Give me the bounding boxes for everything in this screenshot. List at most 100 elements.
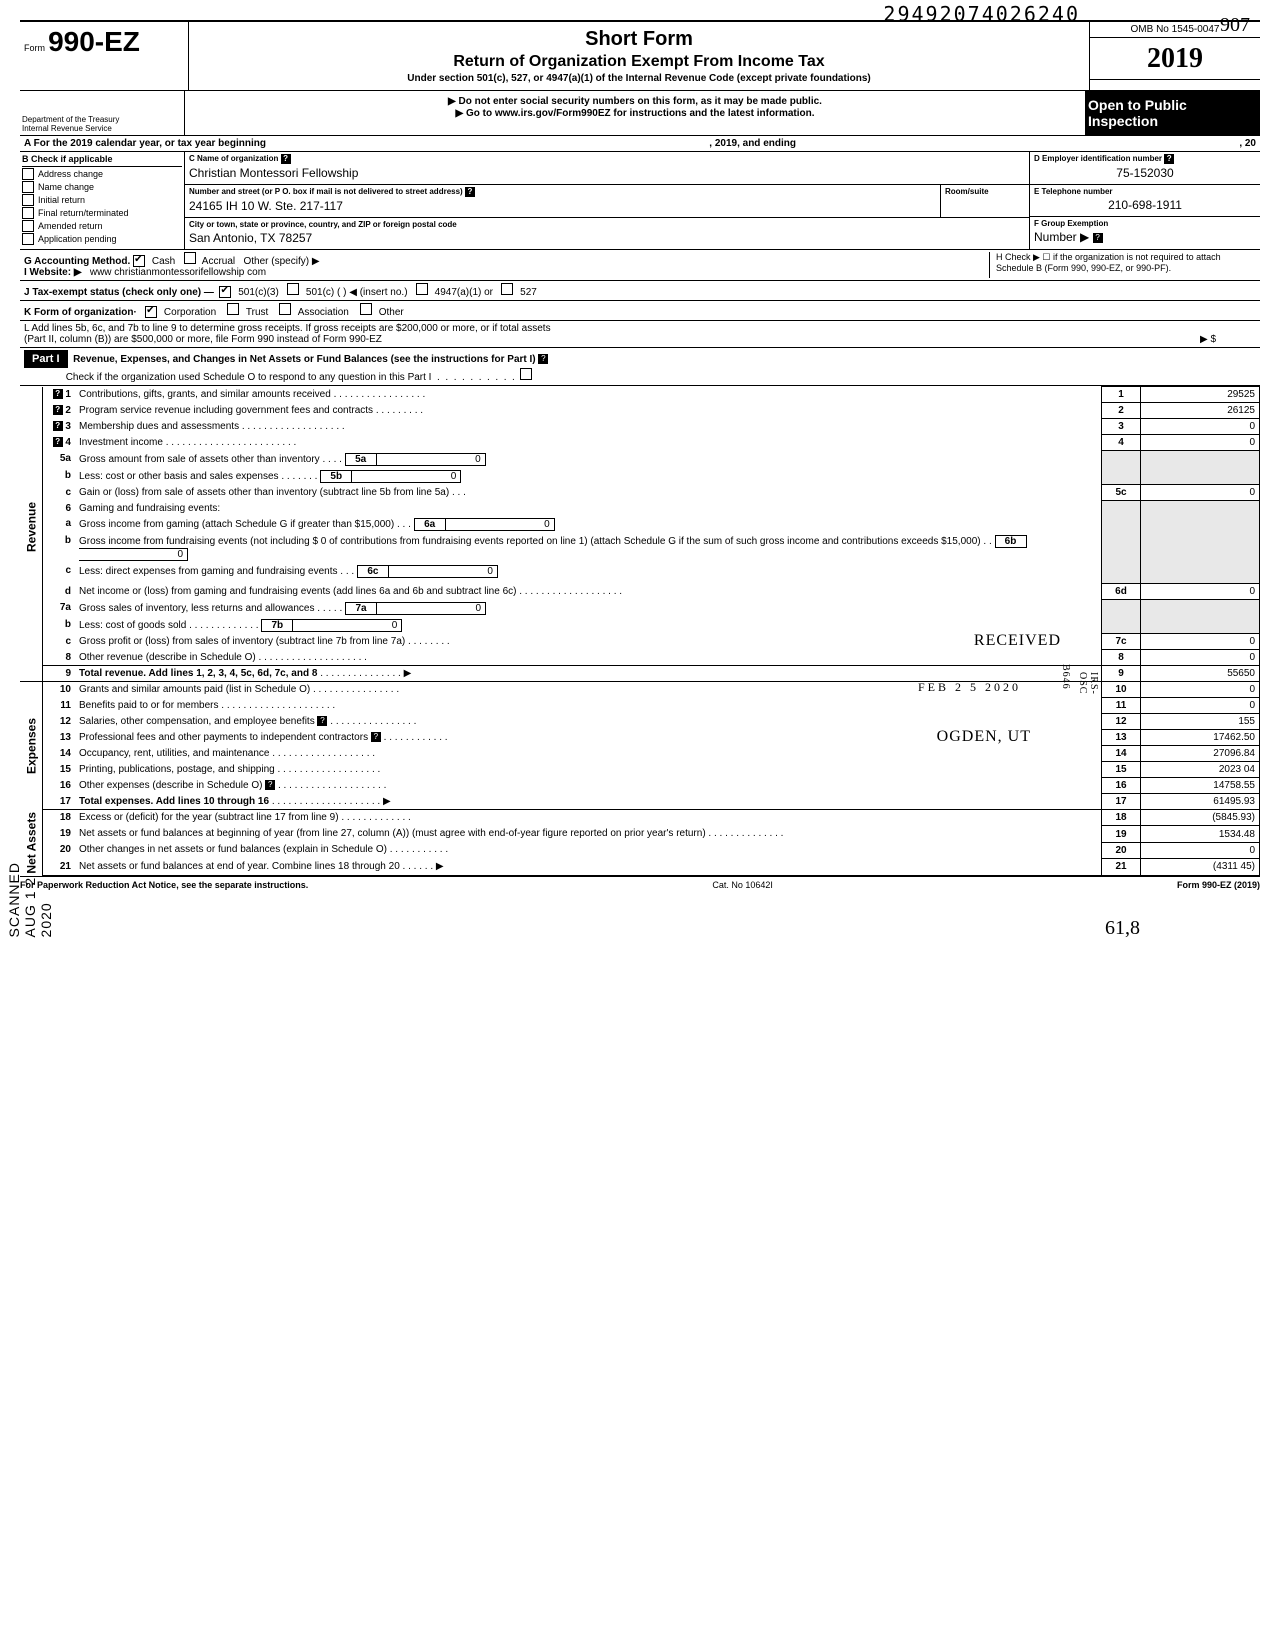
- tax-year: 2019: [1090, 38, 1260, 80]
- help-icon[interactable]: ?: [1164, 154, 1174, 164]
- val-7b: 0: [293, 619, 402, 632]
- instruction-links: ▶ Do not enter social security numbers o…: [185, 91, 1085, 135]
- col-d-e-f: D Employer identification number ? 75-15…: [1029, 152, 1260, 249]
- part1-badge: Part I: [24, 350, 68, 368]
- help-icon[interactable]: ?: [538, 354, 548, 364]
- chk-association[interactable]: [279, 303, 291, 315]
- help-icon[interactable]: ?: [281, 154, 291, 164]
- help-icon[interactable]: ?: [1093, 233, 1103, 243]
- section-b-through-f: B Check if applicable Address change Nam…: [20, 152, 1260, 250]
- open-public-badge: Open to Public Inspection: [1085, 91, 1260, 135]
- help-icon[interactable]: ?: [53, 405, 63, 415]
- stamp-date: FEB 2 5 2020: [918, 680, 1021, 695]
- org-street: 24165 IH 10 W. Ste. 217-117: [189, 197, 936, 215]
- val-17: 61495.93: [1141, 794, 1260, 810]
- row-a-calendar-year: A For the 2019 calendar year, or tax yea…: [20, 136, 1260, 152]
- website-value: www christianmontessorifellowship com: [90, 267, 266, 278]
- side-revenue: Revenue: [20, 387, 43, 666]
- row-l: L Add lines 5b, 6c, and 7b to line 9 to …: [20, 321, 1260, 348]
- val-3: 0: [1141, 419, 1260, 435]
- form-id-box: Form 990-EZ: [20, 22, 189, 90]
- org-name: Christian Montessori Fellowship: [189, 164, 1025, 182]
- help-icon[interactable]: ?: [53, 389, 63, 399]
- chk-schedule-o[interactable]: [520, 368, 532, 380]
- chk-final-return[interactable]: Final return/terminated: [22, 207, 182, 219]
- part1-header-row: Part I Revenue, Expenses, and Changes in…: [20, 348, 1260, 386]
- chk-accrual[interactable]: [184, 252, 196, 264]
- footer-row: For Paperwork Reduction Act Notice, see …: [20, 876, 1260, 890]
- col-b-checkboxes: B Check if applicable Address change Nam…: [20, 152, 185, 249]
- help-icon[interactable]: ?: [371, 732, 381, 742]
- chk-other[interactable]: [360, 303, 372, 315]
- part1-table: Revenue ? 1 Contributions, gifts, grants…: [20, 386, 1260, 876]
- box-1: 1: [1102, 387, 1141, 403]
- short-form-title: Short Form: [197, 28, 1081, 51]
- val-14: 27096.84: [1141, 746, 1260, 762]
- chk-address-change[interactable]: Address change: [22, 168, 182, 180]
- top-barcode-number: 29492074026240: [883, 2, 1080, 26]
- chk-501c3[interactable]: [219, 286, 231, 298]
- val-6b: 0: [79, 548, 188, 561]
- val-10: 0: [1141, 682, 1260, 698]
- val-16: 14758.55: [1141, 778, 1260, 794]
- chk-corporation[interactable]: [145, 306, 157, 318]
- val-6a: 0: [446, 518, 555, 531]
- row-j: J Tax-exempt status (check only one) — 5…: [20, 281, 1260, 301]
- chk-initial-return[interactable]: Initial return: [22, 194, 182, 206]
- val-11: 0: [1141, 698, 1260, 714]
- col-c-org-info: C Name of organization ? Christian Monte…: [185, 152, 1029, 249]
- dept-row: Department of the Treasury Internal Reve…: [20, 91, 1260, 136]
- org-city: San Antonio, TX 78257: [189, 229, 1025, 247]
- val-4: 0: [1141, 435, 1260, 451]
- val-5c: 0: [1141, 485, 1260, 501]
- chk-501c[interactable]: [287, 283, 299, 295]
- val-12: 155: [1141, 714, 1260, 730]
- paperwork-notice: For Paperwork Reduction Act Notice, see …: [20, 880, 308, 890]
- form-number: 990-EZ: [48, 26, 140, 57]
- stamp-irs-osc: IRS-OSC: [1077, 672, 1099, 698]
- val-9: 55650: [1141, 666, 1260, 682]
- form-prefix: Form: [24, 43, 45, 53]
- val-5b: 0: [352, 470, 461, 483]
- chk-4947[interactable]: [416, 283, 428, 295]
- title-box: Short Form Return of Organization Exempt…: [189, 22, 1089, 90]
- chk-trust[interactable]: [227, 303, 239, 315]
- val-20: 0: [1141, 842, 1260, 858]
- hand-initials: 907: [1220, 14, 1250, 37]
- val-18: (5845.93): [1141, 810, 1260, 826]
- chk-name-change[interactable]: Name change: [22, 181, 182, 193]
- stamp-received: RECEIVED: [974, 632, 1061, 650]
- val-2: 26125: [1141, 403, 1260, 419]
- help-icon[interactable]: ?: [465, 187, 475, 197]
- subtitle-section: Under section 501(c), 527, or 4947(a)(1)…: [197, 73, 1081, 84]
- val-1: 29525: [1141, 387, 1260, 403]
- chk-527[interactable]: [501, 283, 513, 295]
- help-icon[interactable]: ?: [53, 437, 63, 447]
- row-k: K Form of organization· Corporation Trus…: [20, 301, 1260, 321]
- hand-bottom: 61,8: [1105, 917, 1140, 940]
- chk-cash[interactable]: [133, 255, 145, 267]
- val-8: 0: [1141, 650, 1260, 666]
- row-g-i-h: G Accounting Method. Cash Accrual Other …: [20, 250, 1260, 281]
- ein-value: 75-152030: [1034, 164, 1256, 182]
- side-expenses: Expenses: [20, 682, 43, 810]
- val-21: (4311 45): [1141, 859, 1260, 875]
- help-icon[interactable]: ?: [317, 716, 327, 726]
- chk-application-pending[interactable]: Application pending: [22, 233, 182, 245]
- header-row: Form 990-EZ Short Form Return of Organiz…: [20, 22, 1260, 91]
- help-icon[interactable]: ?: [265, 780, 275, 790]
- val-6c: 0: [389, 565, 498, 578]
- val-13: 17462.50: [1141, 730, 1260, 746]
- help-icon[interactable]: ?: [53, 421, 63, 431]
- val-5a: 0: [377, 453, 486, 466]
- scanned-stamp: SCANNED AUG 1 2 2020: [6, 862, 54, 937]
- form-ref: Form 990-EZ (2019): [1177, 880, 1260, 890]
- row-h: H Check ▶ ☐ if the organization is not r…: [989, 252, 1256, 278]
- val-7a: 0: [377, 602, 486, 615]
- dept-treasury: Department of the Treasury Internal Reve…: [20, 91, 185, 135]
- val-6d: 0: [1141, 584, 1260, 600]
- form-page: 29492074026240 Form 990-EZ Short Form Re…: [20, 20, 1260, 890]
- val-15: 2023 04: [1141, 762, 1260, 778]
- chk-amended-return[interactable]: Amended return: [22, 220, 182, 232]
- stamp-ogden: OGDEN, UT: [937, 728, 1031, 746]
